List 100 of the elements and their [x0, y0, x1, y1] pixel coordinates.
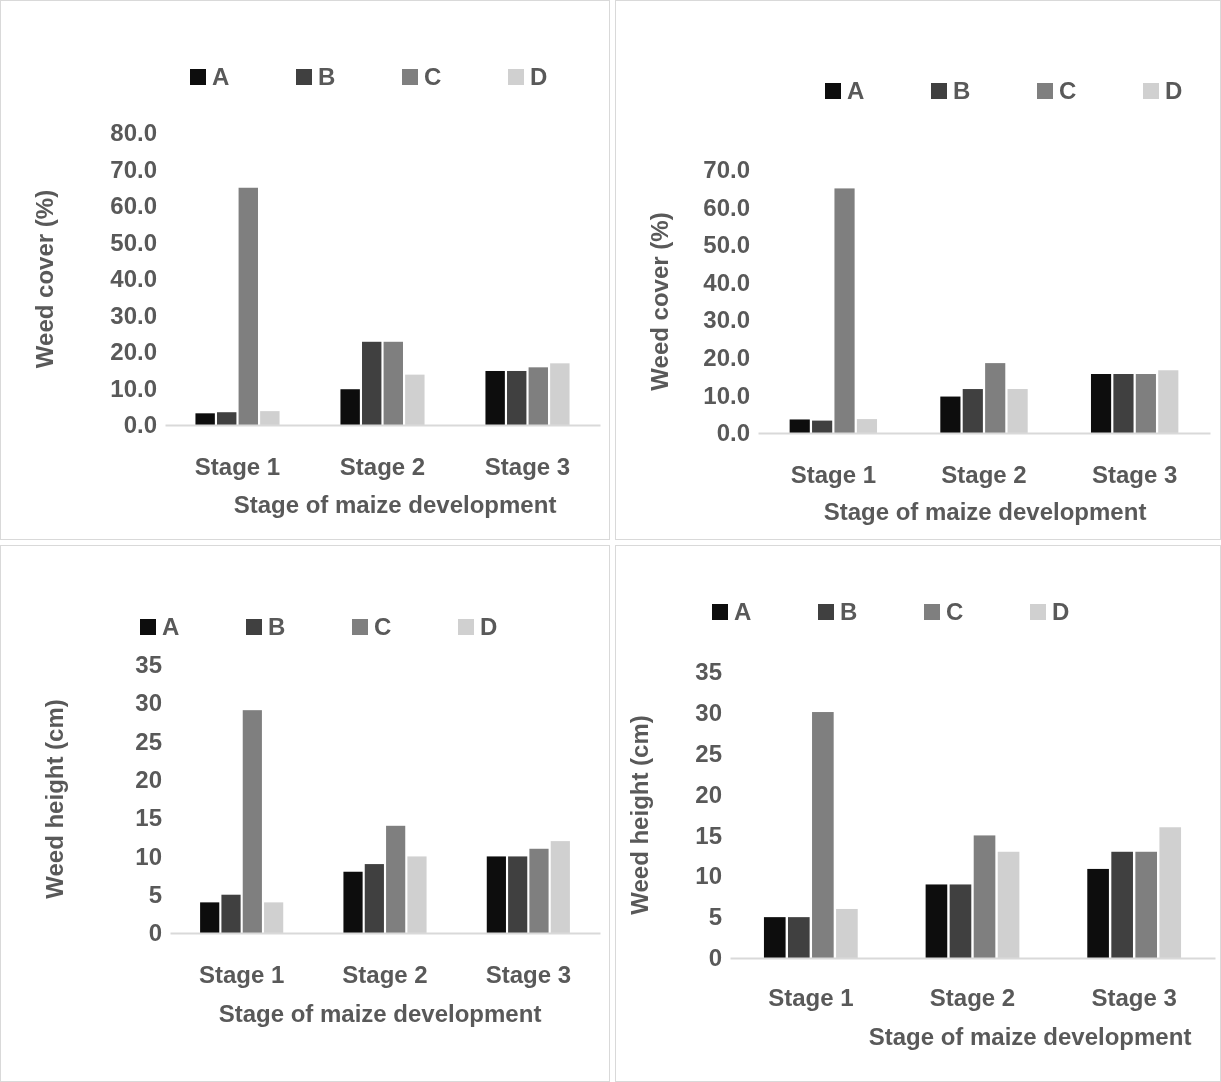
bar — [1087, 868, 1109, 958]
x-axis-title: Stage of maize development — [823, 498, 1147, 525]
y-tick-label: 10.0 — [110, 374, 157, 402]
bar — [200, 902, 220, 933]
bar — [1135, 374, 1156, 433]
x-tick-label: Stage 3 — [1091, 984, 1177, 1012]
bar — [925, 884, 948, 958]
legend-label: C — [374, 613, 392, 641]
bar — [789, 419, 810, 433]
legend-label: D — [1052, 598, 1070, 626]
y-axis-title: Weed cover (%) — [31, 189, 59, 369]
x-axis-title: Stage of maize development — [233, 491, 557, 518]
y-tick-label: 0.0 — [123, 411, 157, 439]
legend-label: D — [480, 613, 498, 641]
x-tick-label: Stage 2 — [941, 461, 1027, 489]
bar — [812, 712, 834, 958]
y-tick-label: 10 — [695, 862, 722, 890]
x-tick-label: Stage 2 — [929, 984, 1016, 1012]
bar — [812, 420, 833, 433]
legend-label: A — [162, 613, 180, 641]
legend-label: B — [953, 77, 971, 105]
y-tick-label: 5 — [708, 903, 722, 931]
bar — [1111, 851, 1133, 958]
y-tick-label: 30 — [135, 689, 162, 717]
bar — [221, 894, 241, 933]
y-tick-label: 70.0 — [703, 156, 750, 184]
bar — [985, 363, 1006, 433]
legend-label: A — [847, 77, 865, 105]
bar — [787, 917, 810, 958]
bar — [834, 188, 855, 433]
bar — [195, 413, 215, 425]
bar — [383, 341, 403, 425]
bar — [507, 370, 527, 425]
y-tick-label: 35 — [695, 658, 722, 686]
y-tick-label: 50.0 — [703, 231, 750, 259]
y-tick-label: 20 — [695, 780, 722, 808]
x-tick-label: Stage 2 — [339, 453, 426, 481]
bar — [949, 884, 972, 958]
legend-label: D — [530, 63, 548, 91]
bar — [217, 412, 237, 425]
y-tick-label: 25 — [695, 739, 722, 767]
y-tick-label: 30.0 — [110, 301, 157, 329]
bar — [529, 848, 549, 933]
legend-label: A — [734, 598, 752, 626]
bar — [485, 370, 505, 425]
y-tick-label: 0 — [148, 919, 162, 947]
bar — [1090, 374, 1112, 433]
bar — [364, 864, 384, 933]
legend-label: C — [946, 598, 964, 626]
bar — [1135, 851, 1158, 958]
y-tick-label: 60.0 — [110, 192, 157, 220]
bar — [340, 389, 360, 425]
y-tick-label: 40.0 — [110, 265, 157, 293]
legend-label: D — [1165, 77, 1183, 105]
y-tick-label: 20.0 — [110, 338, 157, 366]
y-tick-label: 15 — [135, 804, 162, 832]
y-tick-label: 40.0 — [703, 268, 750, 296]
bar — [973, 835, 996, 958]
y-axis-title: Weed height (cm) — [41, 699, 69, 899]
x-tick-label: Stage 2 — [342, 961, 428, 989]
x-tick-label: Stage 3 — [1091, 461, 1178, 489]
y-tick-label: 15 — [695, 821, 722, 849]
bar — [486, 856, 506, 933]
x-tick-label: Stage 3 — [485, 961, 572, 989]
bar — [508, 856, 528, 933]
x-tick-label: Stage 1 — [790, 461, 877, 489]
legend-label: B — [318, 63, 336, 91]
legend-label: B — [840, 598, 858, 626]
y-tick-label: 50.0 — [110, 228, 157, 256]
bar — [962, 389, 983, 433]
y-axis-title: Weed cover (%) — [646, 212, 674, 391]
x-tick-label: Stage 1 — [768, 984, 854, 1012]
bar — [362, 341, 382, 425]
legend-label: B — [268, 613, 286, 641]
bar — [238, 187, 258, 425]
x-axis-title: Stage of maize development — [218, 1000, 542, 1027]
y-tick-label: 80.0 — [110, 119, 157, 147]
y-tick-label: 10 — [135, 842, 162, 870]
bar — [343, 871, 363, 933]
y-tick-label: 5 — [148, 880, 162, 908]
x-tick-label: Stage 1 — [198, 961, 285, 989]
x-tick-label: Stage 3 — [484, 453, 571, 481]
x-tick-label: Stage 1 — [194, 453, 281, 481]
y-tick-label: 30 — [695, 699, 722, 727]
x-axis-title: Stage of maize development — [868, 1023, 1192, 1050]
y-tick-label: 70.0 — [110, 155, 157, 183]
y-tick-label: 10.0 — [703, 381, 750, 409]
y-tick-label: 0 — [708, 944, 722, 972]
y-tick-label: 0.0 — [716, 419, 750, 447]
y-tick-label: 30.0 — [703, 306, 750, 334]
y-tick-label: 25 — [135, 727, 162, 755]
y-axis-title: Weed height (cm) — [626, 715, 654, 915]
bar — [1113, 374, 1134, 433]
bar — [242, 710, 262, 933]
legend-label: A — [212, 63, 230, 91]
y-tick-label: 20 — [135, 766, 162, 794]
bar — [763, 917, 786, 958]
bar — [940, 396, 961, 433]
y-tick-label: 35 — [135, 651, 162, 679]
bar — [386, 825, 406, 933]
